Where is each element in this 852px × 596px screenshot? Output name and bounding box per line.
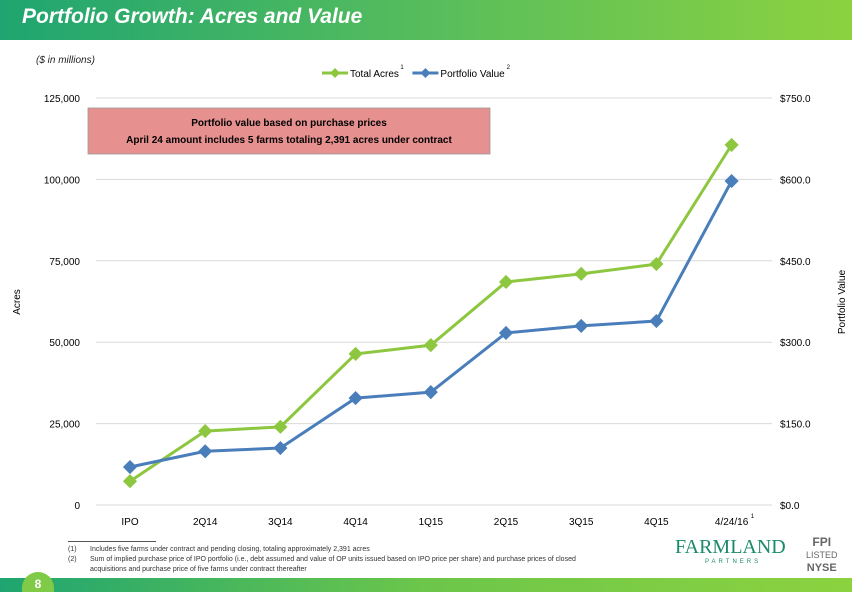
legend-superscript: 2	[507, 65, 511, 71]
footnote-divider	[68, 541, 156, 542]
data-point	[574, 266, 589, 281]
data-point	[574, 318, 589, 333]
y2-tick-label: $450.0	[780, 257, 811, 268]
y-tick-label: 50,000	[49, 338, 80, 349]
data-point	[348, 391, 363, 406]
footnote-2-cont: acquisitions and purchase price of five …	[90, 566, 307, 573]
farmland-partners-logo: FARMLAND PARTNERS	[675, 536, 786, 565]
data-point	[498, 274, 514, 290]
data-point	[423, 338, 438, 353]
y-tick-label: 0	[74, 501, 80, 512]
x-tick-label: 4Q14	[343, 517, 368, 528]
x-tick-label: 4Q15	[644, 517, 669, 528]
y2-tick-label: $750.0	[780, 94, 811, 105]
x-tick-label: IPO	[121, 517, 138, 528]
page-number: 8	[22, 572, 54, 592]
data-point	[649, 256, 664, 272]
y2-axis-label: Portfolio Value	[837, 269, 848, 334]
data-point	[423, 385, 438, 400]
data-point	[122, 474, 138, 489]
chart: 0 $0.0 25,000 $150.0 50,000 $300.0 75,000 $450.…	[12, 65, 848, 528]
x-tick-label: 3Q15	[569, 517, 594, 528]
y-tick-label: 125,000	[44, 94, 81, 105]
x-tick-label: 4/24/16	[715, 517, 749, 528]
x-tick-label: 3Q14	[268, 517, 293, 528]
page-title: Portfolio Growth: Acres and Value	[22, 5, 363, 28]
y2-tick-label: $300.0	[780, 338, 811, 349]
nyse-listing-badge: FPI LISTED NYSE	[806, 535, 838, 575]
y2-tick-label: $0.0	[780, 501, 800, 512]
annotation-box	[87, 107, 491, 155]
x-tick-label: 1Q15	[419, 517, 444, 528]
annotation-text: April 24 amount includes 5 farms totalin…	[126, 135, 452, 146]
header-banner: Portfolio Growth: Acres and Value	[0, 0, 852, 40]
y-tick-label: 75,000	[49, 257, 80, 268]
y2-tick-label: $600.0	[780, 175, 811, 186]
legend-superscript: 1	[400, 65, 404, 71]
legend-label: Total Acres	[350, 69, 399, 80]
x-tick-label: 2Q14	[193, 517, 218, 528]
data-point	[273, 419, 288, 434]
series-line-total-acres	[129, 144, 733, 483]
legend-marker	[420, 68, 431, 78]
footnote-1: (1) Includes five farms under contract an…	[68, 546, 370, 553]
data-point	[273, 440, 288, 456]
data-point	[498, 325, 514, 341]
data-point	[724, 173, 739, 189]
units-note: ($ in millions)	[36, 55, 95, 66]
x-tick-superscript: 1	[751, 514, 755, 520]
x-tick-label: 2Q15	[494, 517, 519, 528]
legend-label: Portfolio Value	[440, 69, 505, 80]
data-point	[198, 444, 213, 459]
y2-tick-label: $150.0	[780, 420, 811, 431]
data-point	[348, 346, 363, 361]
annotation-text: Portfolio value based on purchase prices	[191, 118, 387, 129]
data-point	[198, 424, 213, 439]
data-point	[649, 313, 664, 329]
legend-marker	[330, 68, 340, 78]
y-tick-label: 100,000	[44, 175, 81, 186]
footnote-2: (2) Sum of implied purchase price of IPO …	[68, 556, 576, 563]
data-point	[724, 137, 739, 152]
y-axis-label: Acres	[12, 289, 23, 315]
footer-bar	[0, 578, 852, 592]
data-point	[122, 459, 138, 475]
y-tick-label: 25,000	[49, 420, 80, 431]
series-line-portfolio-value	[129, 180, 733, 469]
